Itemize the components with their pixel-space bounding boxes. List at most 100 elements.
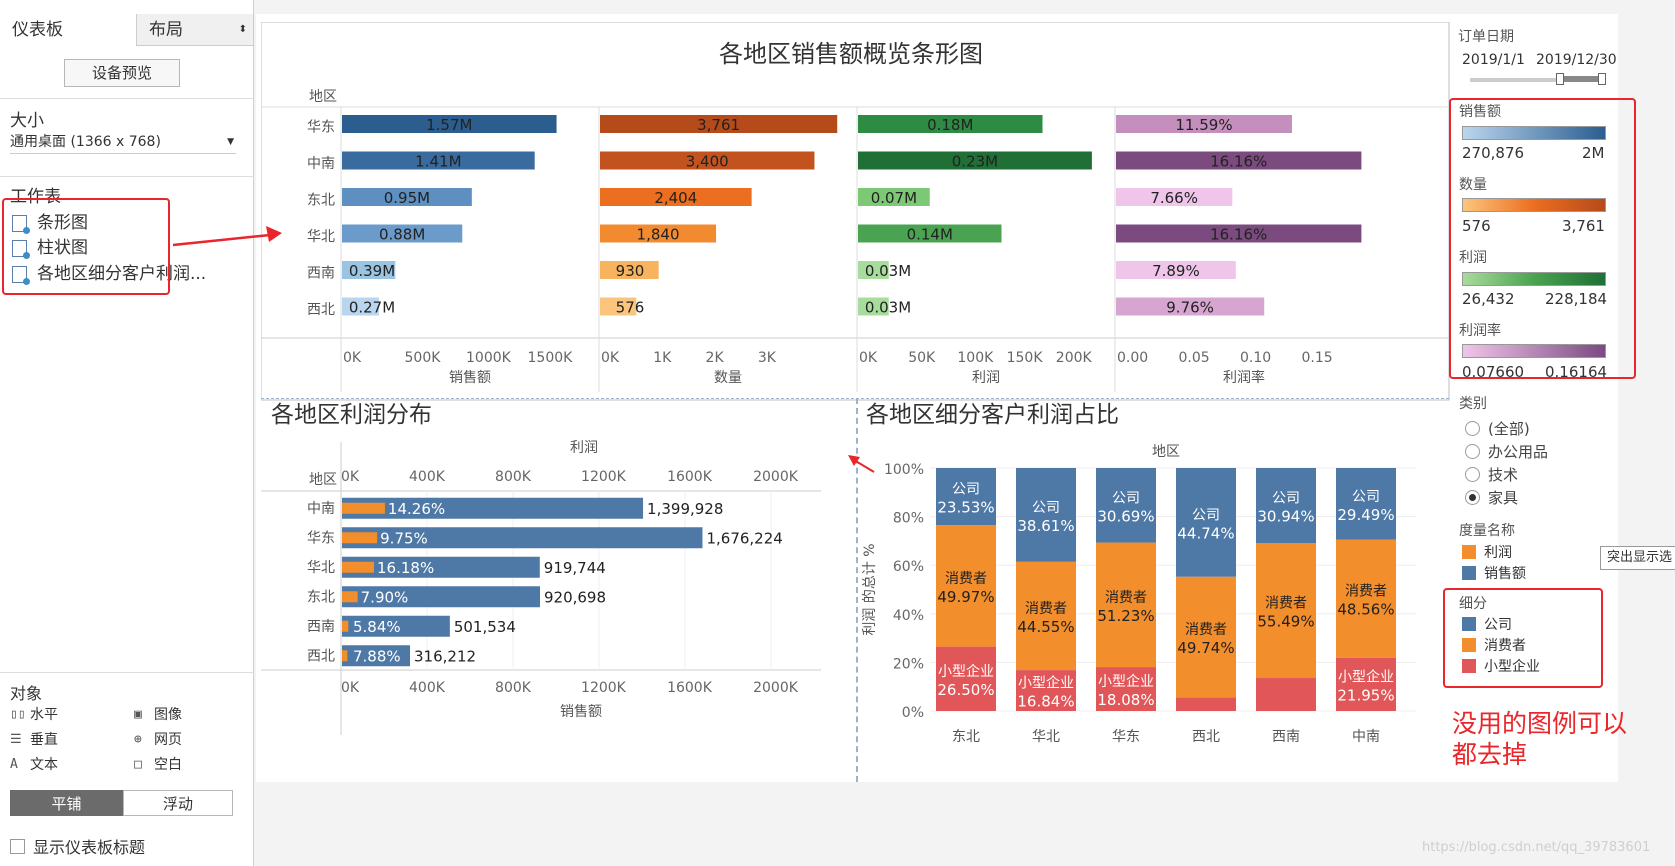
divider (0, 672, 254, 673)
bar (858, 261, 889, 279)
category-option-tech[interactable]: 技术 (1465, 464, 1518, 485)
data-label: 0.03M (865, 299, 911, 317)
tab-dashboard[interactable]: 仪表板 (0, 14, 136, 46)
measure-legend-sales[interactable]: 销售额 (1462, 563, 1526, 583)
object-horizontal[interactable]: ▯▯ 水平 (10, 704, 58, 724)
tick-label: 0K (343, 350, 362, 366)
category-option-furniture[interactable]: 家具 (1465, 487, 1518, 508)
measure-legend-profit[interactable]: 利润 (1462, 542, 1512, 562)
segment-label: 消费者 (1105, 590, 1147, 606)
data-label: 3,761 (697, 116, 740, 134)
data-label: 44.74% (1177, 524, 1234, 542)
category-label: 西北 (1192, 729, 1220, 745)
data-label: 3,400 (686, 153, 729, 171)
object-image[interactable]: ▣ 图像 (134, 704, 182, 724)
data-label: 0.07M (871, 189, 917, 207)
bar (600, 188, 752, 206)
bar (1116, 151, 1362, 170)
data-label: 9.75% (380, 529, 428, 547)
data-label: 48.56% (1337, 601, 1394, 619)
data-label: 1.57M (426, 116, 472, 134)
bar (342, 297, 379, 316)
bar (342, 586, 540, 608)
tick-label: 2000K (753, 469, 799, 485)
bar-segment (936, 525, 996, 647)
object-vertical[interactable]: ☰ 垂直 (10, 729, 58, 749)
bar (342, 556, 540, 578)
vertical-icon: ☰ (10, 731, 22, 747)
category-label: 东北 (307, 192, 335, 208)
segment-label: 小型企业 (1338, 668, 1394, 685)
rate-legend-title: 利润率 (1459, 323, 1501, 339)
bar (858, 224, 1002, 243)
measure-legend-title: 度量名称 (1459, 523, 1515, 539)
worksheets-label: 工作表 (10, 187, 61, 207)
segment-label: 消费者 (945, 571, 987, 587)
data-label: 51.23% (1097, 607, 1154, 625)
object-web[interactable]: ⊕ 网页 (134, 729, 182, 749)
bar-segment (1016, 561, 1076, 671)
data-label: 49.74% (1177, 639, 1234, 657)
annotation-line: 没用的图例可以 (1452, 709, 1628, 738)
date-slider-handle[interactable] (1598, 73, 1606, 85)
category-label: 华东 (1112, 729, 1140, 745)
date-slider-handle[interactable] (1556, 73, 1564, 85)
size-value: 通用桌面 (1366 x 768) (10, 134, 161, 150)
object-label: 图像 (154, 707, 182, 723)
tick-label: 200K (1056, 350, 1093, 366)
sheet-item-bar-chart[interactable]: 条形图 (12, 211, 88, 235)
data-label: 5.84% (353, 618, 401, 636)
segment-legend-company[interactable]: 公司 (1462, 614, 1512, 634)
category-option-all[interactable]: (全部) (1465, 418, 1530, 439)
sheet-item-segment-profit[interactable]: 各地区细分客户利润... (12, 262, 206, 286)
show-title-checkbox[interactable]: 显示仪表板标题 (10, 834, 145, 858)
segment-legend-small-business[interactable]: 小型企业 (1462, 656, 1540, 676)
top-axis-title: 利润 (570, 440, 598, 456)
radio-icon (1465, 421, 1480, 436)
bar-segment (1016, 670, 1076, 711)
chevron-down-icon: ▼ (227, 137, 234, 147)
tick-label: 100K (957, 350, 994, 366)
category-label: 华东 (307, 119, 335, 135)
highlight-tooltip[interactable]: 突出显示选 (1600, 546, 1675, 570)
category-option-office[interactable]: 办公用品 (1465, 441, 1548, 462)
date-slider-track[interactable] (1470, 78, 1606, 82)
bar (600, 224, 717, 243)
bar (342, 561, 375, 573)
data-label: 21.95% (1337, 686, 1394, 704)
axis-title: 地区 (1152, 444, 1180, 460)
data-label: 55.49% (1257, 613, 1314, 631)
floating-button[interactable]: 浮动 (123, 790, 233, 816)
option-label: 家具 (1488, 489, 1519, 507)
object-text[interactable]: A 文本 (10, 754, 58, 774)
bar (342, 261, 396, 279)
layout-divider (856, 398, 858, 782)
sheet-item-column-chart[interactable]: 柱状图 (12, 236, 88, 260)
text-icon: A (10, 756, 18, 772)
category-label: 华北 (307, 229, 335, 245)
data-label: 7.89% (1152, 262, 1200, 280)
object-blank[interactable]: □ 空白 (134, 754, 182, 774)
size-select[interactable]: 通用桌面 (1366 x 768) ▼ (10, 130, 236, 154)
sheet-label: 各地区细分客户利润... (37, 264, 207, 284)
data-label: 7.90% (361, 588, 409, 606)
device-preview-button[interactable]: 设备预览 (64, 59, 180, 87)
segment-label: 小型企业 (1018, 675, 1074, 692)
data-label: 30.69% (1097, 507, 1154, 525)
segment-label: 公司 (1192, 507, 1220, 523)
data-label: 0.39M (349, 262, 395, 280)
tick-label: 0.05 (1179, 350, 1210, 366)
objects-label: 对象 (10, 684, 43, 703)
segment-legend-consumer[interactable]: 消费者 (1462, 635, 1526, 655)
bar (342, 502, 385, 514)
axis-title: 利润 的总计 % (862, 543, 878, 635)
data-label: 29.49% (1337, 506, 1394, 524)
date-slider-range[interactable] (1556, 76, 1604, 82)
tiled-button[interactable]: 平铺 (10, 790, 123, 816)
date-filter-title: 订单日期 (1458, 29, 1514, 45)
row-header: 地区 (309, 472, 337, 488)
annotation-note: 没用的图例可以 都去掉 (1452, 708, 1627, 770)
data-label: 11.59% (1175, 116, 1232, 134)
chart-title: 各地区利润分布 (271, 402, 432, 428)
tab-layout[interactable]: 布局 ⬍ (136, 14, 254, 46)
